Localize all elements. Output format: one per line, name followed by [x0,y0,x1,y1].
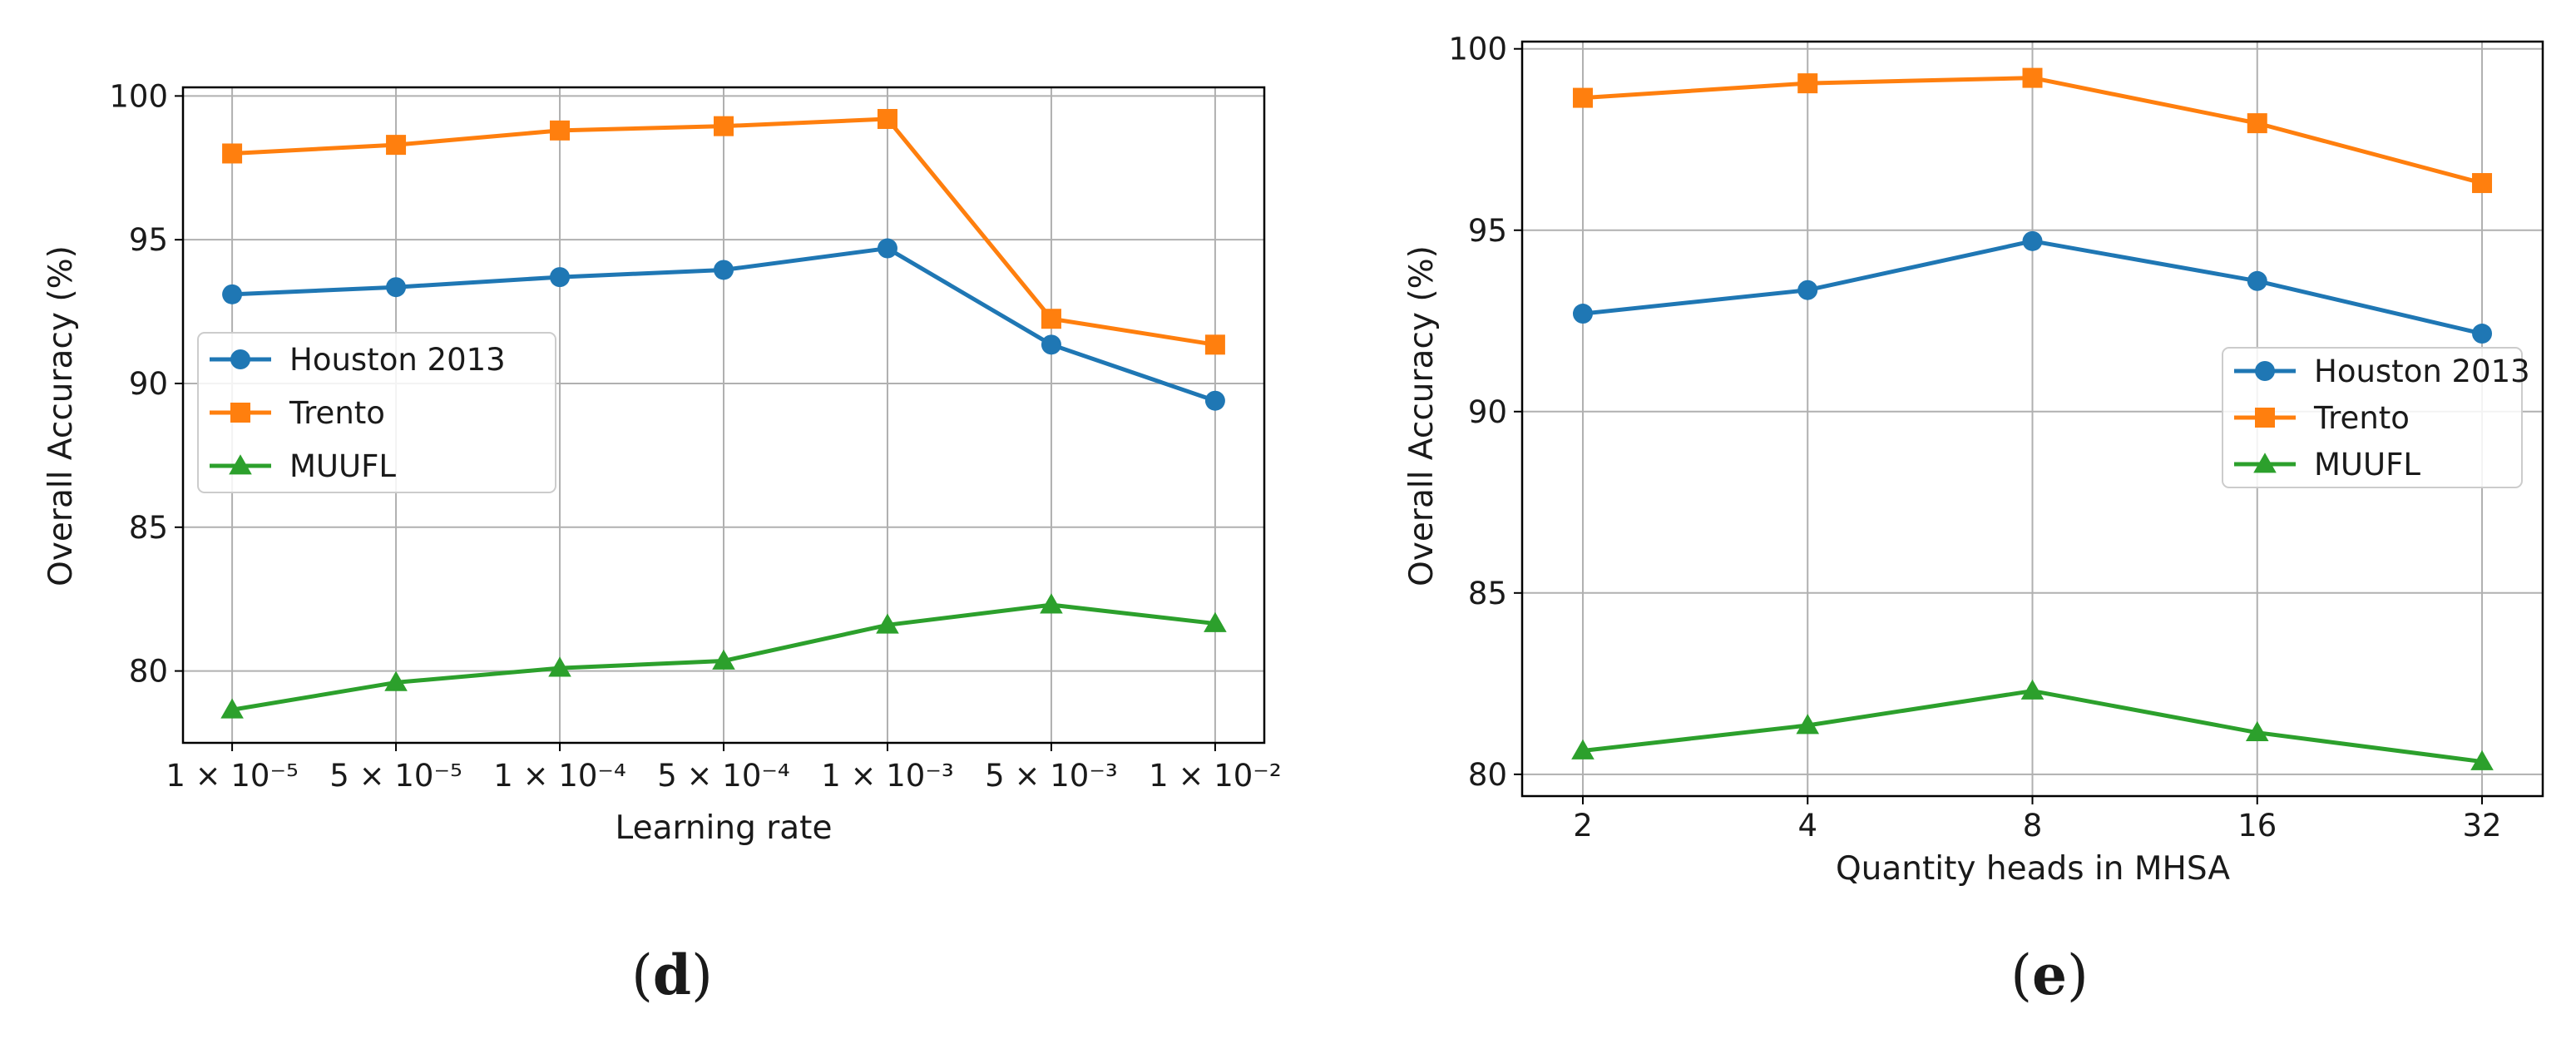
x-axis-label: Quantity heads in MHSA [1836,850,2230,888]
data-point [877,109,897,130]
data-point [2472,324,2493,344]
x-tick-label: 5 × 10⁻⁵ [329,758,462,794]
x-tick-label: 16 [2237,808,2277,844]
x-tick-label: 5 × 10⁻³ [985,758,1118,794]
data-point [384,670,408,691]
legend-marker [230,349,250,369]
x-axis-label: Learning rate [616,809,833,847]
data-point [714,116,734,136]
panel-label: (e) [2010,943,2089,1007]
legend-marker [2253,453,2277,473]
data-point [1572,304,1593,324]
data-point [2020,679,2044,700]
chart-panel-d: 80 85 90 95 100 1 × 10⁻⁵ 5 × 10⁻⁵ 1 × 10⁻⁴ 5 × 1… [42,78,1282,1007]
data-point [1796,714,1820,735]
legend-box [197,332,556,493]
plot-frame [1520,40,2544,798]
data-point [2247,270,2267,291]
x-tick-label: 1 × 10⁻⁴ [493,758,626,794]
data-point [1204,334,1225,355]
y-tick-label: 80 [1468,757,1507,793]
x-tick-label: 1 × 10⁻³ [821,758,954,794]
data-point [386,135,407,156]
legend-marker [229,454,252,475]
y-tick-label: 100 [109,78,168,114]
legend: Houston 2013 Trento MUUFL [197,332,556,493]
panel-letter: e [2032,943,2067,1007]
data-point [1040,593,1063,614]
data-point [1204,390,1225,411]
data-point [386,277,407,298]
data-point [1797,280,1818,300]
x-tick-label: 1 × 10⁻² [1149,758,1282,794]
legend-marker [230,403,250,423]
data-point [1572,87,1593,108]
data-point [2022,230,2043,251]
x-tick-label: 2 [1573,808,1593,844]
chart-panel-e: 80 85 90 95 100 2 4 8 16 32 Quantity heads in MHSA… [1403,32,2544,1007]
data-point [220,698,244,719]
y-tick-label: 80 [129,654,168,690]
y-tick-label: 95 [1468,213,1507,249]
legend-label: MUUFL [2314,447,2420,482]
data-point [2247,113,2267,134]
legend-label: Trento [289,395,385,431]
legend-box [2222,347,2523,488]
data-point [712,649,735,670]
data-point [222,143,243,164]
x-tick-label: 4 [1797,808,1817,844]
x-tick-label: 1 × 10⁻⁵ [166,758,299,794]
x-tick-label: 5 × 10⁻⁴ [657,758,790,794]
data-point [222,284,243,304]
legend-marker [2255,361,2275,381]
x-tick-label: 8 [2023,808,2043,844]
y-tick-label: 85 [1468,576,1507,611]
data-point [1041,309,1061,329]
legend-label: MUUFL [289,448,396,484]
y-tick-label: 90 [129,366,168,402]
y-axis-label: Overall Accuracy (%) [1403,245,1441,586]
y-tick-label: 85 [129,510,168,546]
data-point [2472,173,2493,194]
y-tick-label: 90 [1468,394,1507,430]
panel-letter: d [653,943,691,1007]
data-point [550,267,571,288]
data-point [877,238,897,259]
data-point [714,260,734,280]
y-tick-label: 100 [1448,32,1507,67]
data-point [1571,739,1595,759]
legend-marker [2255,408,2275,428]
plot-frame [181,86,1266,745]
legend-label: Trento [2313,400,2410,436]
y-axis-label: Overall Accuracy (%) [42,245,80,586]
data-point [876,613,899,634]
data-point [1797,73,1818,94]
legend: Houston 2013 Trento MUUFL [2222,347,2530,488]
data-point [2245,720,2269,742]
legend-label: Houston 2013 [2314,354,2530,389]
panel-label: (d) [631,943,713,1007]
x-tick-label: 32 [2462,808,2501,844]
data-point [2470,750,2494,770]
data-point [1204,611,1227,632]
legend-label: Houston 2013 [289,342,506,378]
data-point [2022,67,2043,88]
data-point [1041,334,1061,355]
y-tick-label: 95 [129,222,168,258]
data-point [550,120,571,141]
data-point [548,656,571,677]
